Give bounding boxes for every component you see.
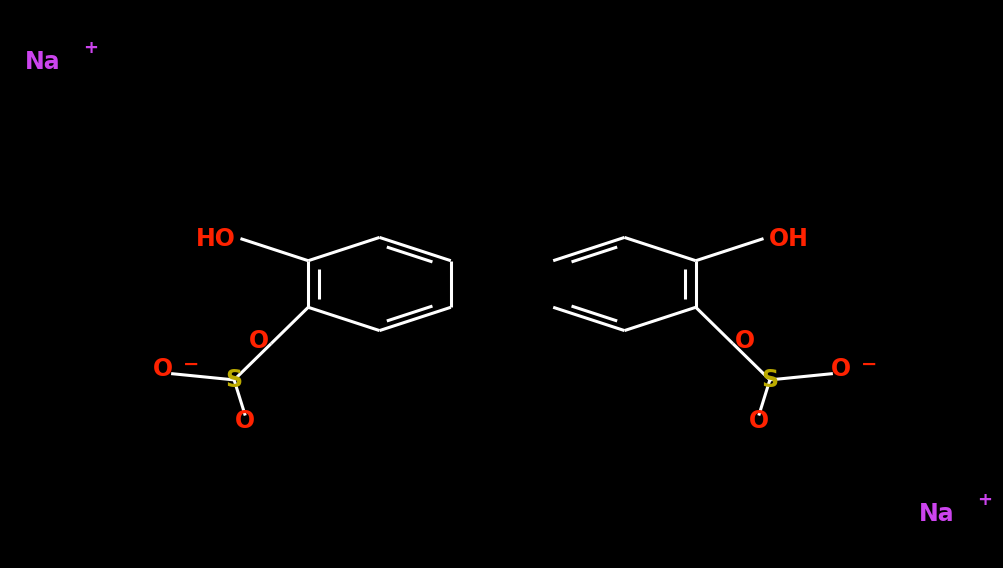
Text: O: O (830, 357, 851, 381)
Text: Na: Na (918, 502, 953, 526)
Text: +: + (83, 39, 98, 57)
Text: HO: HO (196, 227, 236, 250)
Text: Na: Na (25, 51, 60, 74)
Text: O: O (235, 409, 255, 433)
Text: O: O (152, 357, 173, 381)
Text: O: O (734, 329, 754, 353)
Text: −: − (183, 355, 200, 374)
Text: OH: OH (767, 227, 807, 250)
Text: −: − (860, 355, 877, 374)
Text: +: + (976, 491, 991, 509)
Text: S: S (226, 368, 243, 392)
Text: S: S (760, 368, 777, 392)
Text: O: O (249, 329, 269, 353)
Text: O: O (748, 409, 768, 433)
